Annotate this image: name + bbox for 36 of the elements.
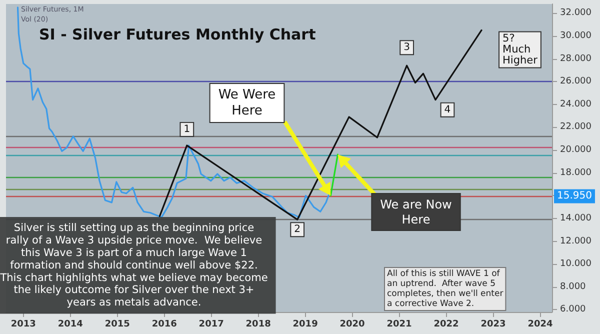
annotation: All of this is still WAVE 1 of an uptrend. After wave 5 completes, then we'll enter a corrective Wave 2. [387, 269, 504, 309]
x-tick-label: 2013 [10, 320, 36, 330]
y-tick-label: 20.000 [560, 145, 592, 156]
x-tick-label: 2022 [434, 320, 459, 330]
x-tick-label: 2018 [246, 320, 271, 330]
x-tick-label: 2016 [152, 320, 177, 330]
annotation: 5? Much Higher [502, 32, 538, 67]
x-tick-label: 2014 [58, 320, 83, 330]
y-tick-label: 26.000 [560, 76, 592, 87]
y-tick-label: 24.000 [560, 99, 592, 110]
text: SI - Silver Futures Monthly Chart [39, 26, 316, 44]
annotation: 4 [444, 104, 451, 116]
x-tick-label: 2017 [198, 320, 224, 330]
annotation: We Were Here [218, 88, 276, 118]
y-tick-label: 12.000 [560, 236, 592, 246]
annotation: 1 [184, 124, 190, 135]
x-tick-label: 2020 [340, 320, 365, 330]
y-tick-label: 6.000 [560, 304, 586, 315]
y-tick-label: 8.000 [560, 282, 586, 292]
annotation: Silver is still setting up as the beginning price rally of a Wave 3 upside price move. We believe this Wave 3 is part of a much large Wave 1 formation and should continue well above $22. This chart highlights what we believe may become the likely outcome for Silver over the next 3+ years as metals advance. [0, 222, 268, 309]
y-tick-label: 18.000 [560, 168, 592, 178]
y-tick-label: 30.000 [560, 30, 592, 41]
x-tick-label: 2024 [528, 320, 553, 330]
annotation: We are Now Here [380, 198, 452, 226]
x-tick-label: 2021 [386, 320, 412, 330]
y-tick-label: 14.000 [560, 213, 592, 224]
y-tick-label: 32.000 [560, 8, 592, 18]
y-tick-label: 28.000 [560, 54, 592, 64]
x-tick-label: 2023 [480, 320, 506, 330]
x-tick-label: 2015 [104, 320, 130, 330]
ref-line-label: 15.950 [557, 190, 592, 202]
y-tick-label: 10.000 [560, 259, 592, 270]
x-tick-label: 2019 [292, 320, 318, 330]
annotation: 3 [404, 42, 410, 54]
y-tick-label: 22.000 [560, 122, 592, 132]
annotation: 2 [294, 224, 301, 236]
